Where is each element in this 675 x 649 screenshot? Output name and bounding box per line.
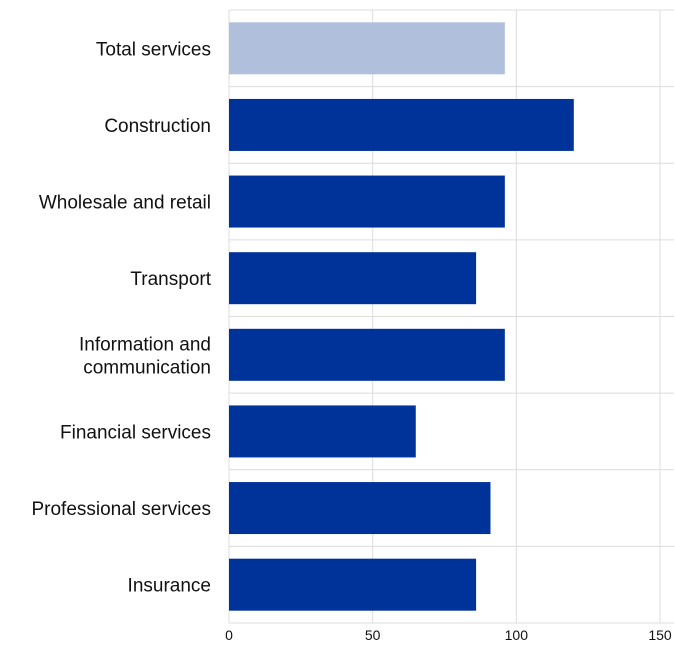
bar-construction — [229, 98, 574, 151]
bar-insurance — [229, 558, 477, 611]
bar-information-and-communication — [229, 328, 505, 381]
bar-professional-services — [229, 482, 491, 535]
x-tick-label-50: 50 — [365, 627, 381, 643]
bar-layer — [229, 22, 574, 611]
x-tick-labels: 0 50 100 150 — [225, 627, 672, 643]
category-label: Professional services — [31, 499, 211, 520]
x-tick-label-0: 0 — [225, 627, 233, 643]
category-label: Insurance — [128, 576, 211, 597]
bar-financial-services — [229, 405, 416, 458]
category-label: Information and communication — [79, 334, 211, 378]
x-tick-label-150: 150 — [648, 627, 672, 643]
bar-wholesale-and-retail — [229, 175, 505, 228]
category-label: Construction — [104, 116, 211, 137]
category-label: Total services — [96, 39, 211, 60]
category-label: Wholesale and retail — [39, 193, 211, 214]
bar-transport — [229, 252, 477, 305]
bar-total-services — [229, 22, 505, 75]
x-tick-label-100: 100 — [505, 627, 529, 643]
category-labels: Total services Construction Wholesale and … — [31, 39, 211, 596]
category-label: Financial services — [60, 422, 211, 443]
category-label: Transport — [130, 269, 211, 290]
